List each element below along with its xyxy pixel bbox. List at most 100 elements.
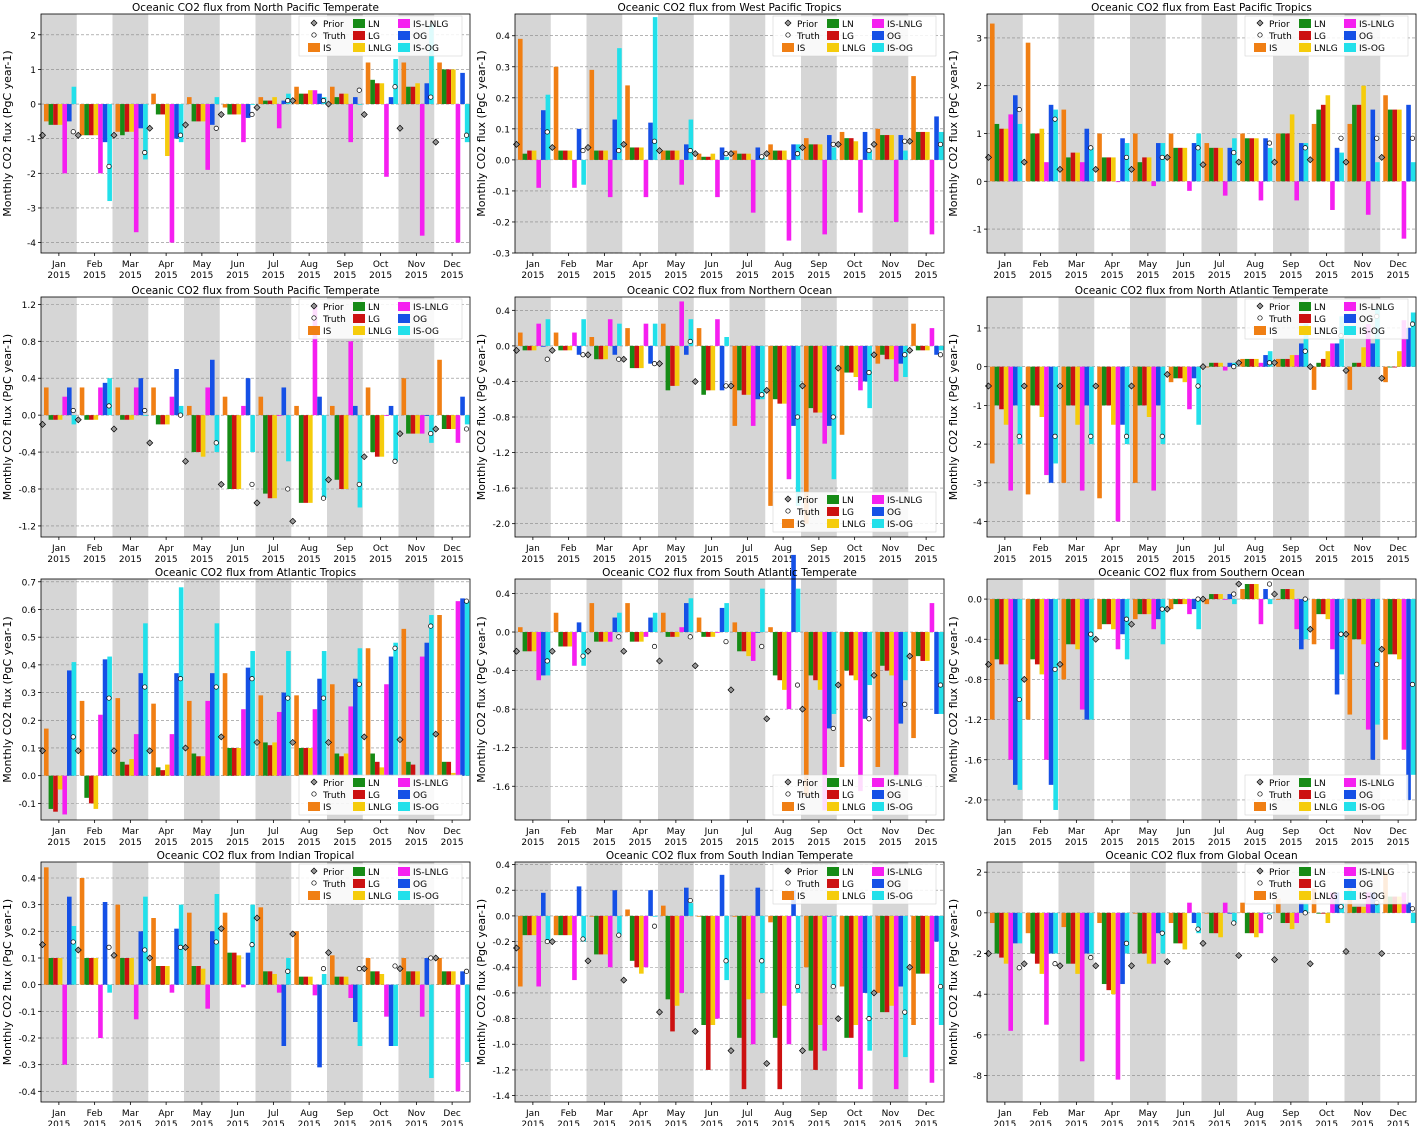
x-tick-label-month: Sep [1282, 1109, 1299, 1119]
bar-is-lnlg [679, 301, 684, 346]
bar-lnlg [1075, 599, 1080, 650]
bar-is [1276, 133, 1281, 182]
y-tick-label: -0.3 [492, 250, 510, 260]
truth-marker [463, 598, 470, 604]
x-tick-label-month: Jun [704, 827, 719, 837]
legend-prior-marker [1256, 19, 1264, 27]
legend-swatch-lnlg [1299, 802, 1311, 811]
bar-ln [844, 138, 849, 160]
bar-is [1204, 366, 1210, 368]
bar-lg [1213, 362, 1219, 367]
bar-is-lnlg [607, 319, 613, 346]
bar-lg [848, 632, 854, 676]
legend-swatch-is-og [1344, 891, 1356, 900]
prior-marker [763, 150, 771, 158]
bar-is-lnlg [715, 915, 720, 1019]
x-tick-label-month: Sep [810, 827, 827, 837]
legend-label-lnlg: LNLG [1314, 892, 1338, 902]
bar-og [862, 131, 868, 160]
bar-lnlg [567, 345, 573, 351]
truth-marker [463, 132, 470, 138]
bar-is-og [724, 337, 729, 346]
bar-is [365, 648, 371, 776]
bar-is [1311, 123, 1317, 182]
bar-lnlg [308, 747, 313, 776]
x-tick-label-month: Dec [443, 1109, 460, 1119]
x-tick-label-year: 2015 [700, 555, 723, 565]
legend-swatch-is-og [398, 802, 410, 811]
legend-label-is-og: IS-OG [887, 892, 913, 902]
bar-lg [1285, 589, 1290, 600]
legend-swatch-lg [827, 879, 839, 888]
x-tick-label-year: 2015 [1208, 1120, 1231, 1126]
axes-frame [40, 578, 471, 821]
prior-marker [906, 652, 914, 660]
bar-is-lnlg [455, 415, 461, 443]
truth-marker [1016, 433, 1022, 439]
chart-title: Oceanic CO2 flux from Atlantic Tropics [155, 567, 356, 579]
bar-lg [562, 915, 568, 936]
x-tick-label-month: Apr [632, 827, 648, 837]
bar-lg [670, 915, 675, 1032]
truth-marker [1123, 616, 1130, 622]
bar-is-og [867, 345, 872, 409]
bar-ln [191, 104, 197, 122]
bar-lnlg [603, 915, 608, 955]
legend-label-lnlg: LNLG [1314, 44, 1338, 54]
prior-marker [1128, 165, 1135, 173]
bar-lnlg [853, 632, 859, 681]
legend-box [298, 863, 463, 905]
bar-og [1299, 902, 1304, 913]
bar-lnlg [782, 150, 787, 160]
bar-is [875, 345, 881, 364]
bar-og [934, 915, 939, 942]
bar-is-og [1017, 123, 1023, 182]
bar-ln [227, 104, 232, 115]
x-tick-label-year: 2015 [298, 271, 321, 281]
x-tick-label-year: 2015 [262, 838, 285, 848]
bar-og [1299, 599, 1304, 650]
bar-lnlg [415, 83, 420, 105]
bar-is-lnlg [455, 984, 461, 1092]
truth-marker [866, 370, 872, 376]
bar-is-lnlg [750, 159, 756, 213]
bar-lg [705, 345, 711, 391]
bar-lg [303, 976, 309, 985]
prior-marker [1020, 675, 1028, 683]
truth-marker [213, 440, 219, 446]
bar-lg [562, 632, 568, 647]
y-tick-label: 1 [30, 66, 36, 76]
bar-is-lnlg [169, 984, 175, 993]
truth-marker [1374, 135, 1380, 141]
bar-ln [1066, 366, 1071, 406]
bar-lg [813, 915, 818, 1070]
x-tick-label-month: Jun [230, 544, 245, 554]
legend-swatch-lg [353, 879, 365, 888]
y-tick-label: 0 [976, 363, 982, 373]
y-tick-label: 0.0 [496, 912, 511, 922]
x-tick-label-year: 2015 [1279, 555, 1302, 565]
bar-ln [298, 747, 304, 776]
bar-is [696, 328, 702, 346]
x-tick-label-month: Mar [1068, 544, 1085, 554]
x-tick-label-year: 2015 [369, 271, 392, 281]
bar-is [732, 915, 738, 917]
bar-lg [1177, 366, 1183, 379]
bar-ln [629, 147, 635, 160]
legend-swatch-is-og [872, 891, 884, 900]
x-tick-label-month: Nov [882, 260, 900, 270]
bar-lg [374, 415, 380, 457]
legend-label-lg: LG [1314, 791, 1326, 801]
x-tick-label-year: 2015 [262, 271, 285, 281]
x-tick-label-month: Apr [1104, 1109, 1120, 1119]
bar-lnlg [200, 756, 206, 776]
legend-label-truth: Truth [322, 315, 346, 325]
x-tick-label-year: 2015 [1387, 555, 1410, 565]
bar-ln [522, 345, 528, 351]
x-tick-label-year: 2015 [47, 555, 70, 565]
legend-truth-marker [785, 508, 791, 514]
bar-lnlg [1039, 128, 1045, 182]
bar-is [990, 912, 995, 924]
prior-marker [1199, 363, 1207, 371]
